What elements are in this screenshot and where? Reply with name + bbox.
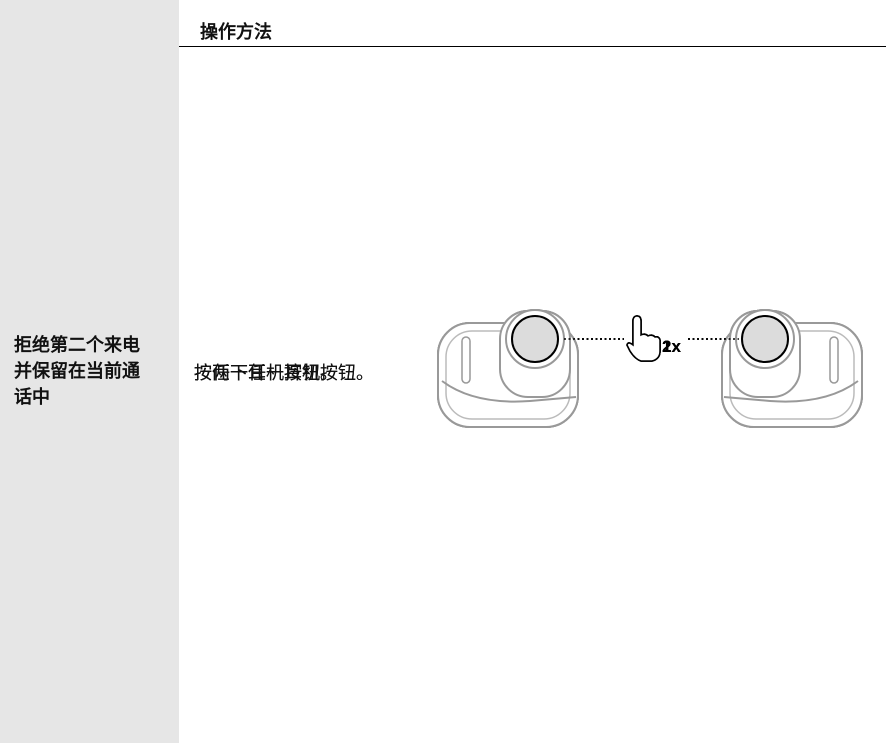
press-count: 1x: [662, 337, 681, 356]
left-earbud: [437, 308, 579, 428]
press-count: 2x: [662, 337, 681, 356]
method-cell: 按任一耳机按钮。: [194, 0, 338, 743]
press-count: 2x: [662, 337, 681, 356]
right-earbud: [721, 308, 863, 428]
press-count: 1x: [662, 337, 681, 356]
method-text: 按任一耳机按钮。: [194, 362, 338, 384]
method-text: 按两下任一耳机按钮。: [194, 362, 374, 384]
earbud-illustration: 2x: [437, 308, 863, 428]
method-cell: 按任一耳机按钮。: [194, 0, 338, 743]
method-cell: 按两下任一耳机按钮。: [194, 0, 374, 743]
control-text: 拒绝第二个来电并保留在当前通话中: [14, 334, 140, 408]
header-rule: [6, 46, 886, 47]
method-text: 按任一耳机按钮。: [194, 362, 338, 384]
hand-icon: [626, 314, 661, 362]
method-text: 按两下任一耳机按钮。: [194, 362, 374, 384]
header-method: 操作方法: [200, 22, 272, 43]
method-cell: 按两下任一耳机按钮。: [194, 0, 374, 743]
control-cell: 拒绝第二个来电并保留在当前通话中: [0, 0, 179, 743]
